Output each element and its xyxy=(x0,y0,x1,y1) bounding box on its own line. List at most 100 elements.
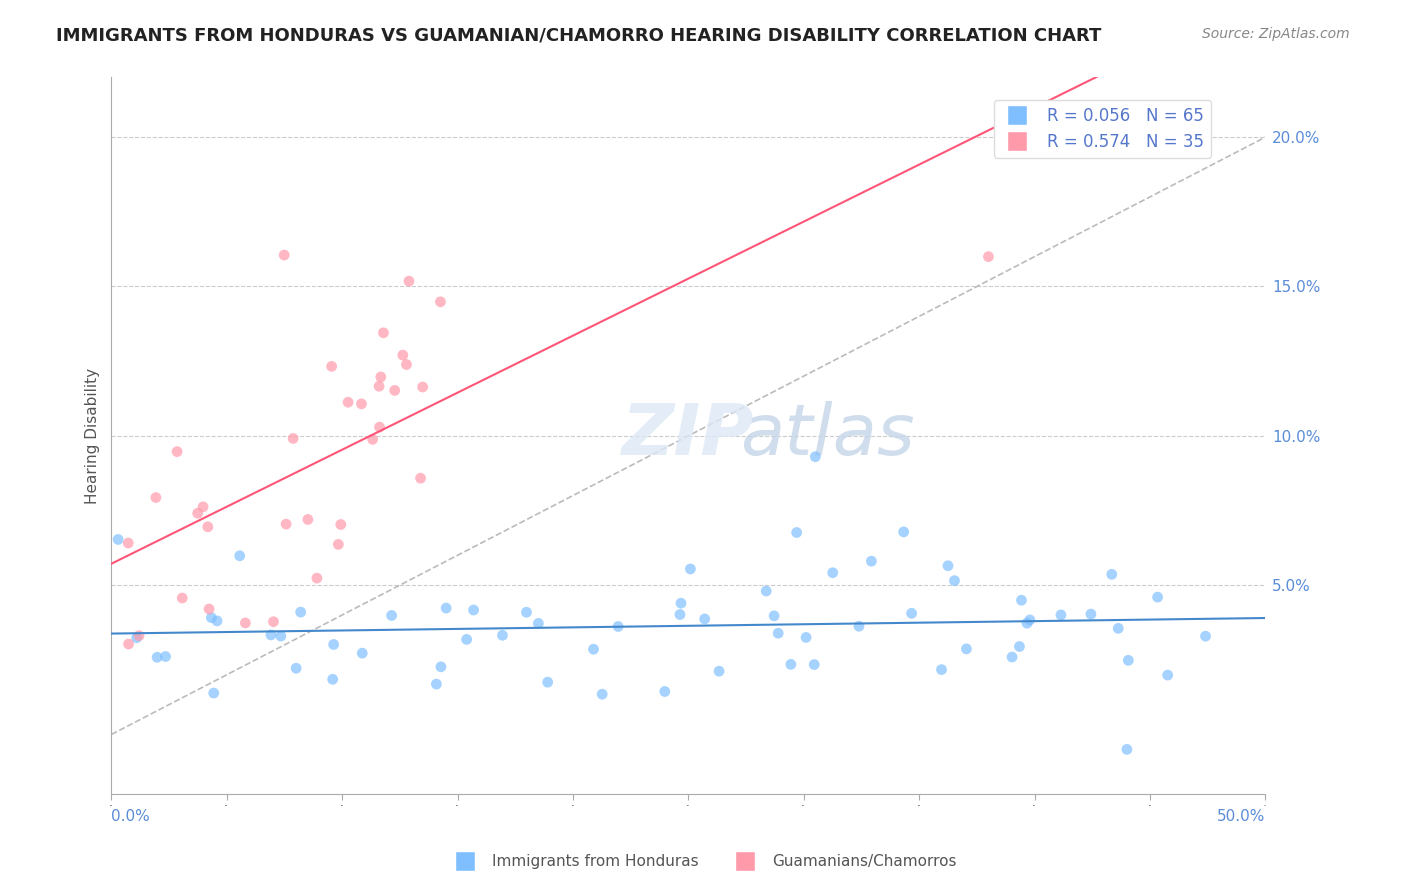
Point xyxy=(977,250,1000,264)
Point xyxy=(537,675,560,690)
Point xyxy=(117,536,139,550)
Point xyxy=(1101,567,1123,582)
Point xyxy=(804,450,827,464)
Point xyxy=(763,608,786,623)
Point xyxy=(281,432,304,446)
Point xyxy=(172,591,194,605)
Point xyxy=(322,673,344,687)
Point xyxy=(350,397,373,411)
Point xyxy=(943,574,966,588)
Point xyxy=(936,558,959,573)
Point xyxy=(848,619,870,633)
Point xyxy=(337,395,360,409)
Point xyxy=(328,537,350,551)
Point xyxy=(273,248,295,262)
Text: Source: ZipAtlas.com: Source: ZipAtlas.com xyxy=(1202,27,1350,41)
Point xyxy=(786,525,808,540)
Point xyxy=(381,608,404,623)
Text: atlas: atlas xyxy=(740,401,914,470)
Point xyxy=(198,602,221,616)
Point xyxy=(368,379,391,393)
Point xyxy=(229,549,252,563)
Point xyxy=(515,605,537,619)
Point xyxy=(707,664,730,678)
Point xyxy=(260,628,283,642)
Point xyxy=(205,614,228,628)
Point xyxy=(1010,593,1032,607)
Point xyxy=(166,444,188,458)
Point xyxy=(1118,653,1140,667)
Point xyxy=(429,294,451,309)
Point xyxy=(794,631,817,645)
Point xyxy=(607,619,630,633)
Point xyxy=(398,274,420,288)
Point xyxy=(425,677,447,691)
Point xyxy=(200,610,222,624)
Point xyxy=(900,607,922,621)
Point xyxy=(368,420,391,434)
Point xyxy=(821,566,844,580)
Point xyxy=(456,632,478,647)
Point xyxy=(145,491,167,505)
Point xyxy=(191,500,214,514)
Point xyxy=(803,657,825,672)
Point xyxy=(1107,621,1129,635)
Point xyxy=(128,629,150,643)
Text: 50.0%: 50.0% xyxy=(1218,809,1265,824)
Point xyxy=(527,616,550,631)
Point xyxy=(1115,742,1137,756)
Point xyxy=(187,506,209,520)
Point xyxy=(1008,640,1031,654)
Point xyxy=(1050,607,1073,622)
Point xyxy=(274,517,297,532)
Y-axis label: Hearing Disability: Hearing Disability xyxy=(86,368,100,504)
Point xyxy=(197,520,219,534)
Point xyxy=(297,512,319,526)
Point xyxy=(1194,629,1216,643)
Point xyxy=(370,370,392,384)
Point xyxy=(931,663,953,677)
Point xyxy=(755,584,778,599)
Point xyxy=(391,348,413,362)
Point xyxy=(434,601,457,615)
Point xyxy=(860,554,883,568)
Legend: Immigrants from Honduras, Guamanians/Chamorros: Immigrants from Honduras, Guamanians/Cha… xyxy=(443,848,963,875)
Point xyxy=(395,358,418,372)
Point xyxy=(582,642,605,657)
Point xyxy=(654,684,676,698)
Text: 0.0%: 0.0% xyxy=(111,809,150,824)
Point xyxy=(361,433,384,447)
Point xyxy=(125,631,148,645)
Point xyxy=(352,646,374,660)
Point xyxy=(373,326,395,340)
Point xyxy=(270,629,292,643)
Point xyxy=(107,533,129,547)
Point xyxy=(202,686,225,700)
Point xyxy=(285,661,308,675)
Point xyxy=(146,650,169,665)
Point xyxy=(1080,607,1102,621)
Point xyxy=(321,359,343,374)
Text: IMMIGRANTS FROM HONDURAS VS GUAMANIAN/CHAMORRO HEARING DISABILITY CORRELATION CH: IMMIGRANTS FROM HONDURAS VS GUAMANIAN/CH… xyxy=(56,27,1102,45)
Point xyxy=(384,384,406,398)
Point xyxy=(1001,650,1024,665)
Point xyxy=(491,628,513,642)
Point xyxy=(1015,616,1038,631)
Point xyxy=(893,524,915,539)
Point xyxy=(463,603,485,617)
Point xyxy=(669,607,692,622)
Point xyxy=(329,517,352,532)
Text: ZIP: ZIP xyxy=(623,401,755,470)
Point xyxy=(1146,590,1168,604)
Point xyxy=(779,657,801,672)
Point xyxy=(693,612,716,626)
Point xyxy=(117,637,139,651)
Point xyxy=(322,638,344,652)
Point xyxy=(305,571,328,585)
Point xyxy=(1157,668,1180,682)
Point xyxy=(155,649,177,664)
Point xyxy=(669,596,692,610)
Point xyxy=(1018,613,1040,627)
Legend: R = 0.056   N = 65, R = 0.574   N = 35: R = 0.056 N = 65, R = 0.574 N = 35 xyxy=(994,100,1211,158)
Point xyxy=(290,605,312,619)
